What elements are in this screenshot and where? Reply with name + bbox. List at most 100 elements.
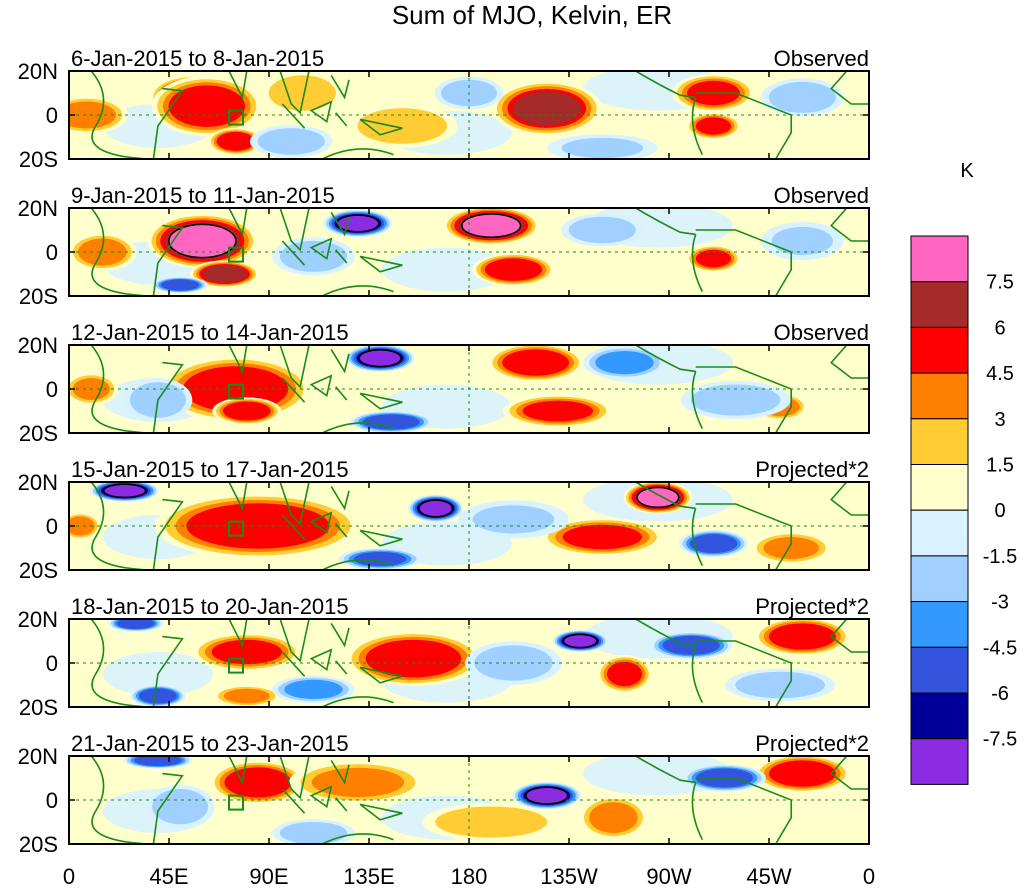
colorbar-swatch [910,601,969,648]
y-tick-label: 0 [46,103,58,128]
figure-title: Sum of MJO, Kelvin, ER [392,0,672,30]
blob-7-level-6 [525,786,569,805]
blob-10-level-4 [116,619,155,630]
colorbar-swatch [910,692,969,740]
blob-4-level-4 [216,131,255,151]
x-axis: 0 45E 90E 135E 180 135W 90W 45W 0 [63,864,875,889]
blob-7-level-6 [562,633,598,649]
blob-11-level-3 [595,351,654,375]
panel-2: 20N 0 20S 9-Jan-2015 to 11-Jan-2015 Observed [18,183,870,309]
panel-5: 20N 0 20S 18-Jan-2015 to 20-Jan-2015 Project… [18,594,870,720]
y-tick-label: 0 [46,651,58,676]
anomaly-field [69,71,844,159]
panel-1: 20N 0 20S 6-Jan-2015 to 8-Jan-2015 Observed [18,46,870,172]
colorbar-label: -4.5 [983,637,1017,659]
blob-3-level-4 [222,401,271,421]
colorbar-swatch [910,418,969,465]
blob-6-level-4 [695,249,732,268]
blob-10-level-2 [771,226,833,256]
panel-date-range: 9-Jan-2015 to 11-Jan-2015 [71,183,335,208]
panel-label: Observed [774,320,869,345]
blob-3-level-3 [78,238,127,266]
blob-8-level-4 [695,117,732,135]
panel-date-range: 21-Jan-2015 to 23-Jan-2015 [71,731,349,756]
blob-2-level-4 [365,639,462,678]
colorbar-label: -3 [991,592,1009,614]
blob-5-level-2 [268,75,336,111]
blob-5-level-4 [606,661,643,687]
x-tick-label: 0 [863,864,875,889]
blob-5-level-4 [522,400,594,422]
blob-11-level-3 [284,679,343,700]
y-tick-label: 20S [19,284,58,309]
anomaly-field [69,482,833,570]
blob-4-level-3 [311,767,405,798]
colorbar-swatch [910,372,969,420]
blob-3-level-4 [211,639,282,665]
colorbar-label: 1.5 [986,455,1014,477]
blob-10-level-2 [152,788,209,825]
blob-2-level-4 [224,767,292,798]
blob-4-level-4 [502,349,570,376]
blob-4-level-4 [768,623,836,650]
units-label: K [960,160,974,182]
blob-5-level-3 [589,802,638,833]
blob-6-level-3 [223,688,270,704]
blob-9-level-4 [138,688,177,704]
panel-label: Observed [774,46,869,71]
colorbar-swatch [910,738,969,785]
blob-6-level-2 [435,806,548,838]
panel-date-range: 18-Jan-2015 to 20-Jan-2015 [71,594,349,619]
blob-8-level-6 [418,499,454,518]
blob-9-level-4 [689,534,738,554]
y-tick-label: 20S [19,421,58,446]
blob-8-level-6 [358,349,402,368]
x-tick-label: 135W [540,864,598,889]
y-tick-label: 0 [46,514,58,539]
blob-7-level-6 [102,483,147,499]
panel-6: 20N 0 20S 21-Jan-2015 to 23-Jan-2015 Project… [18,731,870,857]
panel-4: 20N 0 20S 15-Jan-2015 to 17-Jan-2015 Project… [18,457,870,583]
y-tick-label: 20N [18,333,58,358]
x-tick-label: 45E [149,864,188,889]
blob-12-level-2 [474,645,553,681]
blob-2-level-4 [168,85,245,127]
region-box [228,657,244,674]
blob-7-level-6 [336,214,380,233]
colorbar-label: -1.5 [983,546,1017,568]
blob-9-level-2 [568,216,636,244]
y-tick-label: 0 [46,377,58,402]
region-box [228,794,244,811]
blob-11-level-2 [472,505,555,534]
blob-6-level-3 [763,537,819,559]
blob-9-level-4 [362,414,420,430]
y-tick-label: 20S [19,558,58,583]
x-tick-label: 135E [343,864,394,889]
blob-11-level-4 [161,279,200,291]
x-tick-label: 0 [63,864,75,889]
coastlines [90,345,869,433]
panel-3: 20N 0 20S 12-Jan-2015 to 14-Jan-2015 Observe… [18,320,870,446]
region-box [228,246,244,263]
y-tick-label: 0 [46,788,58,813]
colorbar-label: -6 [991,683,1009,705]
y-tick-label: 20S [19,832,58,857]
blob-1-level-6 [168,223,237,259]
panel-date-range: 15-Jan-2015 to 17-Jan-2015 [71,457,349,482]
colorbar-swatch [910,646,969,694]
x-tick-label: 90W [646,864,691,889]
blob-3-level-4 [768,760,836,787]
panel-date-range: 6-Jan-2015 to 8-Jan-2015 [71,46,324,71]
colorbar-label: 3 [994,409,1005,431]
blob-6-level-5 [512,91,581,126]
y-tick-label: 20N [18,196,58,221]
colorbar-swatch [910,555,969,603]
panel-date-range: 12-Jan-2015 to 14-Jan-2015 [71,320,349,345]
x-tick-label: 45W [746,864,791,889]
y-tick-label: 20S [19,147,58,172]
coastlines [90,71,869,159]
x-tick-label: 90E [249,864,288,889]
blob-9-level-4 [133,756,182,767]
